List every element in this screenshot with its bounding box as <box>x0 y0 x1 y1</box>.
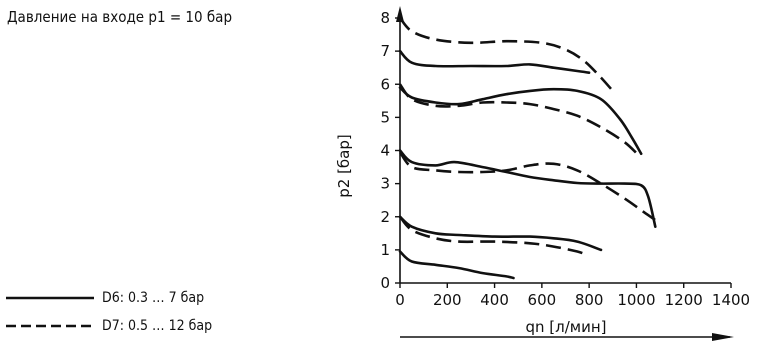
curve-group <box>398 17 657 280</box>
y-tick-label: 3 <box>380 175 390 193</box>
tick-group: 0 1 2 3 4 5 6 7 8 0 200 400 600 800 1000 1200 1400 <box>380 9 750 309</box>
x-tick-label: 1200 <box>665 291 703 309</box>
y-tick-label: 8 <box>380 9 390 27</box>
x-tick-label: 1400 <box>712 291 750 309</box>
axes <box>396 6 734 341</box>
flow-direction-arrow <box>712 333 734 341</box>
x-tick-label: 600 <box>528 291 557 309</box>
legend-dashed-line-sample <box>6 324 94 328</box>
legend-solid-line-sample <box>6 296 94 300</box>
y-tick-label: 5 <box>380 108 390 126</box>
curve-dashed-6 <box>398 151 657 222</box>
y-tick-label: 6 <box>380 75 390 93</box>
x-axis-label: qn [л/мин] <box>525 318 606 336</box>
x-tick-label: 400 <box>480 291 509 309</box>
curve-solid-7 <box>398 215 603 252</box>
y-tick-label: 4 <box>380 142 390 160</box>
y-tick-label: 1 <box>380 241 390 259</box>
x-tick-label: 200 <box>433 291 462 309</box>
y-axis-label: p2 [бар] <box>335 134 353 198</box>
curve-solid-5 <box>398 149 657 228</box>
x-tick-label: 800 <box>575 291 604 309</box>
curve-dashed-8 <box>398 215 588 257</box>
inlet-pressure-note: Давление на входе p1 = 10 бар <box>7 8 233 26</box>
curve-dashed-4 <box>398 83 640 157</box>
x-tick-label: 0 <box>395 291 405 309</box>
y-tick-label: 7 <box>380 42 390 60</box>
legend-label: D6: 0.3 … 7 бар <box>102 290 205 306</box>
legend-label: D7: 0.5 … 12 бар <box>102 318 213 334</box>
curve-solid-9 <box>398 250 515 280</box>
y-tick-label: 2 <box>380 208 390 226</box>
curve-solid-2 <box>398 49 591 74</box>
curve-solid-3 <box>398 86 643 156</box>
curve-dashed-1 <box>398 17 614 92</box>
legend-entry-solid: D6: 0.3 … 7 бар <box>6 290 204 306</box>
y-tick-label: 0 <box>380 274 390 292</box>
x-tick-label: 1000 <box>617 291 655 309</box>
legend-entry-dashed: D7: 0.5 … 12 бар <box>6 318 212 334</box>
